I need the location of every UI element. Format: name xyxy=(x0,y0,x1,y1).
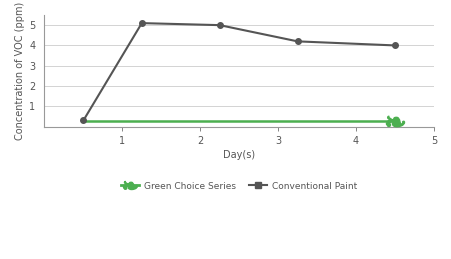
X-axis label: Day(s): Day(s) xyxy=(223,150,255,160)
Legend: Green Choice Series, Conventional Paint: Green Choice Series, Conventional Paint xyxy=(117,178,360,194)
Y-axis label: Concentration of VOC (ppm): Concentration of VOC (ppm) xyxy=(15,2,25,140)
